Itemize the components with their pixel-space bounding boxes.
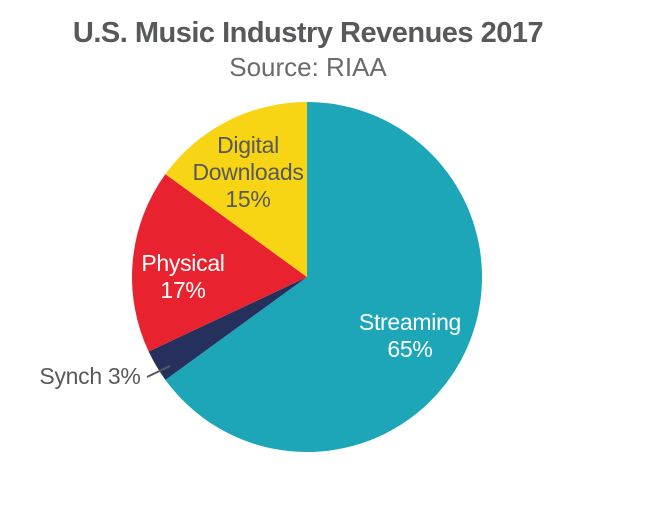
- slice-label-streaming: Streaming 65%: [359, 309, 461, 362]
- chart-subtitle: Source: RIAA: [229, 52, 387, 82]
- chart-title: U.S. Music Industry Revenues 2017: [72, 17, 544, 49]
- slice-label-synch: Synch 3%: [39, 363, 140, 389]
- pie-slice-streaming: [165, 102, 482, 452]
- slice-label-digital-downloads: Digital Downloads 15%: [192, 132, 303, 212]
- pie-slice-physical: [132, 174, 307, 352]
- slice-label-physical: Physical 17%: [141, 250, 224, 303]
- chart-header: U.S. Music Industry Revenues 2017 Source…: [0, 16, 616, 82]
- pie-slice-digital-downloads: [165, 102, 307, 277]
- pie-slice-synch: [148, 277, 307, 380]
- leader-line-synch: [146, 365, 171, 378]
